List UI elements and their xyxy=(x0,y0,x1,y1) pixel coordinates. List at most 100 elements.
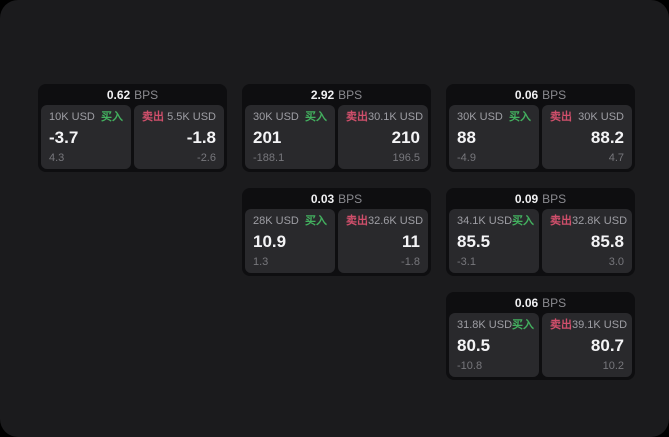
buy-delta: 1.3 xyxy=(253,255,269,268)
buy-panel[interactable]: 34.1K USD 买入 85.5 -3.1 xyxy=(449,209,539,273)
spread-card[interactable]: 0.06 BPS 31.8K USD 买入 80.5 -10.8 卖出 39.1… xyxy=(446,292,635,380)
bps-value: 0.09 xyxy=(514,191,539,206)
sell-panel-top: 卖出 39.1K USD xyxy=(550,319,628,331)
buy-price: 201 xyxy=(253,128,282,147)
quote-panels: 30K USD 买入 201 -188.1 卖出 30.1K USD 210 1… xyxy=(242,105,431,172)
sell-panel[interactable]: 卖出 39.1K USD 80.7 10.2 xyxy=(542,313,632,377)
card-header: 0.62 BPS xyxy=(38,84,227,105)
sell-delta: 10.2 xyxy=(602,359,624,372)
sell-delta: 196.5 xyxy=(392,151,420,164)
buy-panel-top: 34.1K USD 买入 xyxy=(457,215,535,227)
sell-panel[interactable]: 卖出 32.8K USD 85.8 3.0 xyxy=(542,209,632,273)
buy-delta: 4.3 xyxy=(49,151,65,164)
buy-side-label: 买入 xyxy=(101,111,123,123)
buy-side-label: 买入 xyxy=(305,111,327,123)
bps-unit-label: BPS xyxy=(338,191,363,206)
sell-price: 80.7 xyxy=(590,336,624,355)
card-header: 2.92 BPS xyxy=(242,84,431,105)
sell-panel-top: 卖出 32.6K USD xyxy=(346,215,424,227)
spread-card[interactable]: 0.09 BPS 34.1K USD 买入 85.5 -3.1 卖出 32.8K… xyxy=(446,188,635,276)
bps-value: 0.03 xyxy=(310,191,335,206)
buy-amount: 34.1K USD xyxy=(457,215,513,227)
buy-panel[interactable]: 10K USD 买入 -3.7 4.3 xyxy=(41,105,131,169)
spread-card[interactable]: 0.62 BPS 10K USD 买入 -3.7 4.3 卖出 5.5K USD… xyxy=(38,84,227,172)
buy-amount: 30K USD xyxy=(457,111,503,123)
bps-value: 0.06 xyxy=(514,295,539,310)
spread-cards-grid: 0.62 BPS 10K USD 买入 -3.7 4.3 卖出 5.5K USD… xyxy=(38,84,635,380)
quote-panels: 34.1K USD 买入 85.5 -3.1 卖出 32.8K USD 85.8… xyxy=(446,209,635,276)
buy-delta: -3.1 xyxy=(457,255,476,268)
quote-panels: 28K USD 买入 10.9 1.3 卖出 32.6K USD 11 -1.8 xyxy=(242,209,431,276)
bps-value: 0.62 xyxy=(106,87,131,102)
sell-amount: 39.1K USD xyxy=(572,319,628,331)
sell-delta: 3.0 xyxy=(608,255,624,268)
buy-panel[interactable]: 30K USD 买入 88 -4.9 xyxy=(449,105,539,169)
buy-panel-top: 30K USD 买入 xyxy=(253,111,327,123)
buy-side-label: 买入 xyxy=(305,215,327,227)
buy-panel-top: 31.8K USD 买入 xyxy=(457,319,535,331)
buy-side-label: 买入 xyxy=(509,111,531,123)
sell-panel-top: 卖出 30K USD xyxy=(550,111,624,123)
sell-amount: 30.1K USD xyxy=(368,111,424,123)
sell-panel[interactable]: 卖出 32.6K USD 11 -1.8 xyxy=(338,209,428,273)
quote-panels: 31.8K USD 买入 80.5 -10.8 卖出 39.1K USD 80.… xyxy=(446,313,635,380)
buy-panel-top: 30K USD 买入 xyxy=(457,111,531,123)
sell-amount: 32.6K USD xyxy=(368,215,424,227)
buy-panel[interactable]: 31.8K USD 买入 80.5 -10.8 xyxy=(449,313,539,377)
card-header: 0.06 BPS xyxy=(446,84,635,105)
buy-amount: 30K USD xyxy=(253,111,299,123)
buy-panel[interactable]: 28K USD 买入 10.9 1.3 xyxy=(245,209,335,273)
sell-side-label: 卖出 xyxy=(550,111,572,123)
sell-price: 210 xyxy=(391,128,420,147)
sell-side-label: 卖出 xyxy=(550,319,572,331)
bps-value: 2.92 xyxy=(310,87,335,102)
sell-panel[interactable]: 卖出 30.1K USD 210 196.5 xyxy=(338,105,428,169)
bps-unit-label: BPS xyxy=(134,87,159,102)
buy-side-label: 买入 xyxy=(512,319,535,331)
sell-delta: 4.7 xyxy=(608,151,624,164)
buy-price: 10.9 xyxy=(253,232,287,251)
spread-card[interactable]: 0.06 BPS 30K USD 买入 88 -4.9 卖出 30K USD 8… xyxy=(446,84,635,172)
sell-amount: 32.8K USD xyxy=(572,215,628,227)
bps-unit-label: BPS xyxy=(542,87,567,102)
sell-price: 85.8 xyxy=(590,232,624,251)
sell-panel[interactable]: 卖出 5.5K USD -1.8 -2.6 xyxy=(134,105,224,169)
sell-panel[interactable]: 卖出 30K USD 88.2 4.7 xyxy=(542,105,632,169)
sell-side-label: 卖出 xyxy=(550,215,572,227)
sell-price: -1.8 xyxy=(186,128,216,147)
buy-delta: -188.1 xyxy=(253,151,285,164)
sell-panel-top: 卖出 30.1K USD xyxy=(346,111,424,123)
sell-side-label: 卖出 xyxy=(346,215,368,227)
spread-card[interactable]: 0.03 BPS 28K USD 买入 10.9 1.3 卖出 32.6K US… xyxy=(242,188,431,276)
buy-amount: 31.8K USD xyxy=(457,319,513,331)
buy-panel-top: 28K USD 买入 xyxy=(253,215,327,227)
buy-delta: -10.8 xyxy=(457,359,483,372)
card-header: 0.09 BPS xyxy=(446,188,635,209)
bps-unit-label: BPS xyxy=(542,191,567,206)
sell-side-label: 卖出 xyxy=(346,111,368,123)
buy-side-label: 买入 xyxy=(512,215,535,227)
sell-delta: -1.8 xyxy=(401,255,420,268)
buy-amount: 10K USD xyxy=(49,111,95,123)
sell-price: 11 xyxy=(402,232,420,251)
sell-amount: 30K USD xyxy=(578,111,624,123)
quote-panels: 10K USD 买入 -3.7 4.3 卖出 5.5K USD -1.8 -2.… xyxy=(38,105,227,172)
sell-panel-top: 卖出 5.5K USD xyxy=(142,111,216,123)
quote-panels: 30K USD 买入 88 -4.9 卖出 30K USD 88.2 4.7 xyxy=(446,105,635,172)
bps-unit-label: BPS xyxy=(542,295,567,310)
buy-amount: 28K USD xyxy=(253,215,299,227)
buy-delta: -4.9 xyxy=(457,151,476,164)
buy-price: 85.5 xyxy=(457,232,491,251)
buy-price: 88 xyxy=(457,128,476,147)
spread-card[interactable]: 2.92 BPS 30K USD 买入 201 -188.1 卖出 30.1K … xyxy=(242,84,431,172)
buy-price: 80.5 xyxy=(457,336,491,355)
card-header: 0.03 BPS xyxy=(242,188,431,209)
card-header: 0.06 BPS xyxy=(446,292,635,313)
sell-price: 88.2 xyxy=(590,128,624,147)
buy-panel-top: 10K USD 买入 xyxy=(49,111,123,123)
buy-price: -3.7 xyxy=(49,128,79,147)
buy-panel[interactable]: 30K USD 买入 201 -188.1 xyxy=(245,105,335,169)
sell-side-label: 卖出 xyxy=(142,111,164,123)
